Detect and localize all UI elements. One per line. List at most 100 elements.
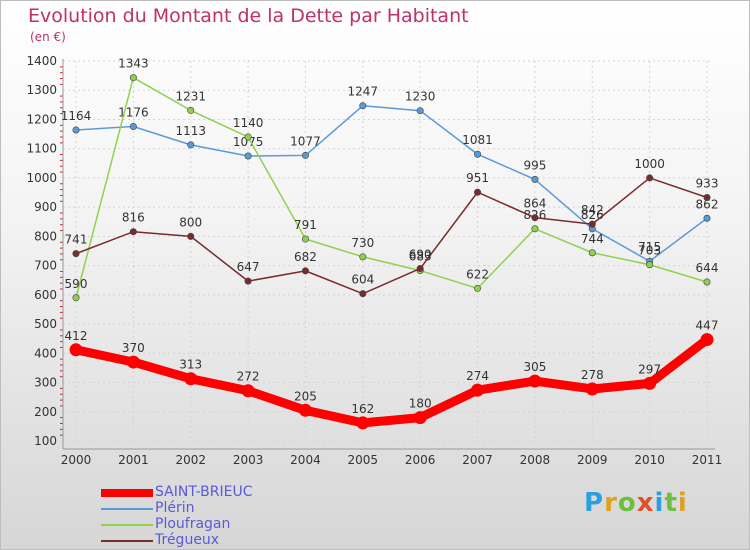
chart-title: Evolution du Montant de la Dette par Hab… <box>28 5 469 27</box>
legend-label: Trégueux <box>155 532 220 548</box>
x-tick-label: 2001 <box>118 453 149 467</box>
data-point <box>416 265 424 273</box>
data-label: 816 <box>122 211 145 225</box>
data-label: 205 <box>294 389 317 403</box>
data-label: 1077 <box>290 134 321 148</box>
y-tick-label: 700 <box>34 259 57 273</box>
x-tick-label: 2006 <box>405 453 436 467</box>
data-point <box>359 102 367 110</box>
data-label: 412 <box>65 329 88 343</box>
x-tick-label: 2004 <box>290 453 321 467</box>
legend-swatch <box>101 508 153 510</box>
x-tick-label: 2011 <box>692 453 723 467</box>
data-point <box>72 126 80 134</box>
data-label: 1164 <box>61 109 92 123</box>
y-tick-label: 600 <box>34 288 57 302</box>
data-point <box>646 174 654 182</box>
data-point <box>531 214 539 222</box>
series-line <box>71 335 712 428</box>
x-tick-label: 2000 <box>61 453 92 467</box>
series-ploufragan: 590134312311140791730683622826744703644 <box>65 57 719 302</box>
y-tick-label: 100 <box>34 434 57 448</box>
series-tr-gueux: 741 816 800 647 682 604 690 951 864 842 1000 933 <box>65 157 719 298</box>
data-point <box>187 106 195 114</box>
legend-swatch <box>101 524 153 526</box>
data-point <box>416 107 424 115</box>
y-tick-label: 200 <box>34 405 57 419</box>
data-point <box>241 384 255 398</box>
data-label: 274 <box>466 369 489 383</box>
data-point <box>72 294 80 302</box>
data-point <box>72 250 80 258</box>
series-line <box>75 177 708 295</box>
series-line <box>75 104 708 262</box>
y-tick-label: 500 <box>34 317 57 331</box>
data-point <box>471 383 485 397</box>
data-point <box>129 122 137 130</box>
data-point <box>585 382 599 396</box>
data-point <box>244 133 252 141</box>
data-label: 622 <box>466 267 489 281</box>
y-tick-label: 400 <box>34 346 57 360</box>
data-label: 995 <box>523 158 546 172</box>
data-label: 1231 <box>175 89 206 103</box>
data-label: 1140 <box>233 116 264 130</box>
y-tick-label: 300 <box>34 376 57 390</box>
logo-letter: x <box>636 488 655 518</box>
data-label: 791 <box>294 218 317 232</box>
logo-letter: o <box>617 488 637 518</box>
data-point <box>588 249 596 257</box>
x-tick-label: 2005 <box>348 453 379 467</box>
data-point <box>359 253 367 261</box>
data-label: 604 <box>351 273 374 287</box>
data-label: 715 <box>638 240 661 254</box>
data-label: 682 <box>294 250 317 264</box>
data-point <box>301 151 309 159</box>
data-point <box>187 232 195 240</box>
y-tick-label: 1300 <box>26 83 57 97</box>
data-label: 644 <box>696 261 719 275</box>
data-point <box>703 214 711 222</box>
data-label: 730 <box>351 236 374 250</box>
x-tick-label: 2009 <box>577 453 608 467</box>
x-tick-label: 2007 <box>462 453 493 467</box>
data-label: 951 <box>466 171 489 185</box>
data-point <box>643 376 657 390</box>
data-label: 741 <box>65 233 88 247</box>
data-label: 447 <box>696 319 719 333</box>
data-label: 842 <box>581 203 604 217</box>
data-point <box>646 261 654 269</box>
data-point <box>301 235 309 243</box>
data-label: 1343 <box>118 57 149 71</box>
data-label: 800 <box>179 215 202 229</box>
data-point <box>474 150 482 158</box>
data-point <box>129 228 137 236</box>
proxiti-logo: Proxiti <box>584 488 688 518</box>
data-label: 297 <box>638 362 661 376</box>
data-point <box>359 290 367 298</box>
logo-letter: i <box>677 488 688 518</box>
logo-letter: r <box>604 488 618 518</box>
logo-letter: P <box>584 488 605 518</box>
data-label: 1081 <box>462 133 493 147</box>
data-label: 933 <box>696 177 719 191</box>
x-tick-label: 2008 <box>520 453 551 467</box>
data-point <box>531 175 539 183</box>
data-point <box>187 141 195 149</box>
data-label: 744 <box>581 232 604 246</box>
y-tick-label: 1100 <box>26 142 57 156</box>
logo-letter: t <box>664 488 678 518</box>
x-tick-label: 2003 <box>233 453 264 467</box>
data-label: 1247 <box>348 85 379 99</box>
y-tick-label: 800 <box>34 229 57 243</box>
y-tick-label: 1200 <box>26 112 57 126</box>
y-tick-label: 1400 <box>26 54 57 68</box>
y-tick-label: 1000 <box>26 171 57 185</box>
data-label: 305 <box>523 360 546 374</box>
data-point <box>531 225 539 233</box>
x-tick-label: 2010 <box>634 453 665 467</box>
data-point <box>700 333 714 347</box>
data-point <box>184 372 198 386</box>
